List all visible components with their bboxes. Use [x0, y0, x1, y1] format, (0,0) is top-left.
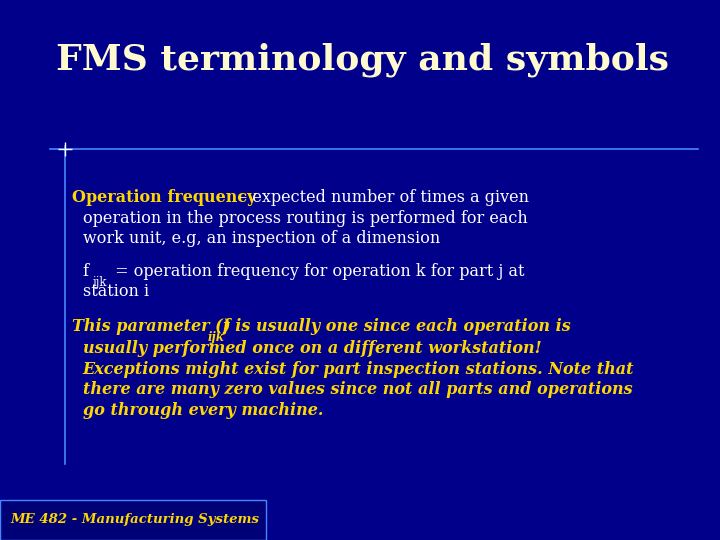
Text: f: f — [83, 262, 89, 280]
Text: This parameter (f: This parameter (f — [72, 318, 230, 335]
Text: Operation frequency: Operation frequency — [72, 188, 256, 206]
Text: ijk: ijk — [93, 276, 107, 289]
Text: there are many zero values since not all parts and operations: there are many zero values since not all… — [83, 381, 632, 399]
Text: ) is usually one since each operation is: ) is usually one since each operation is — [222, 318, 571, 335]
Text: ME 482 - Manufacturing Systems: ME 482 - Manufacturing Systems — [11, 513, 260, 526]
Text: = operation frequency for operation k for part j at: = operation frequency for operation k fo… — [110, 262, 525, 280]
Text: station i: station i — [83, 283, 149, 300]
FancyBboxPatch shape — [0, 500, 266, 540]
Text: Exceptions might exist for part inspection stations. Note that: Exceptions might exist for part inspecti… — [83, 361, 634, 379]
Text: usually performed once on a different workstation!: usually performed once on a different wo… — [83, 340, 541, 357]
Text: operation in the process routing is performed for each: operation in the process routing is perf… — [83, 210, 528, 227]
Text: – expected number of times a given: – expected number of times a given — [234, 188, 529, 206]
Text: work unit, e.g, an inspection of a dimension: work unit, e.g, an inspection of a dimen… — [83, 230, 440, 247]
Text: ijk: ijk — [208, 331, 225, 344]
Text: go through every machine.: go through every machine. — [83, 402, 323, 419]
Text: FMS terminology and symbols: FMS terminology and symbols — [56, 42, 669, 77]
